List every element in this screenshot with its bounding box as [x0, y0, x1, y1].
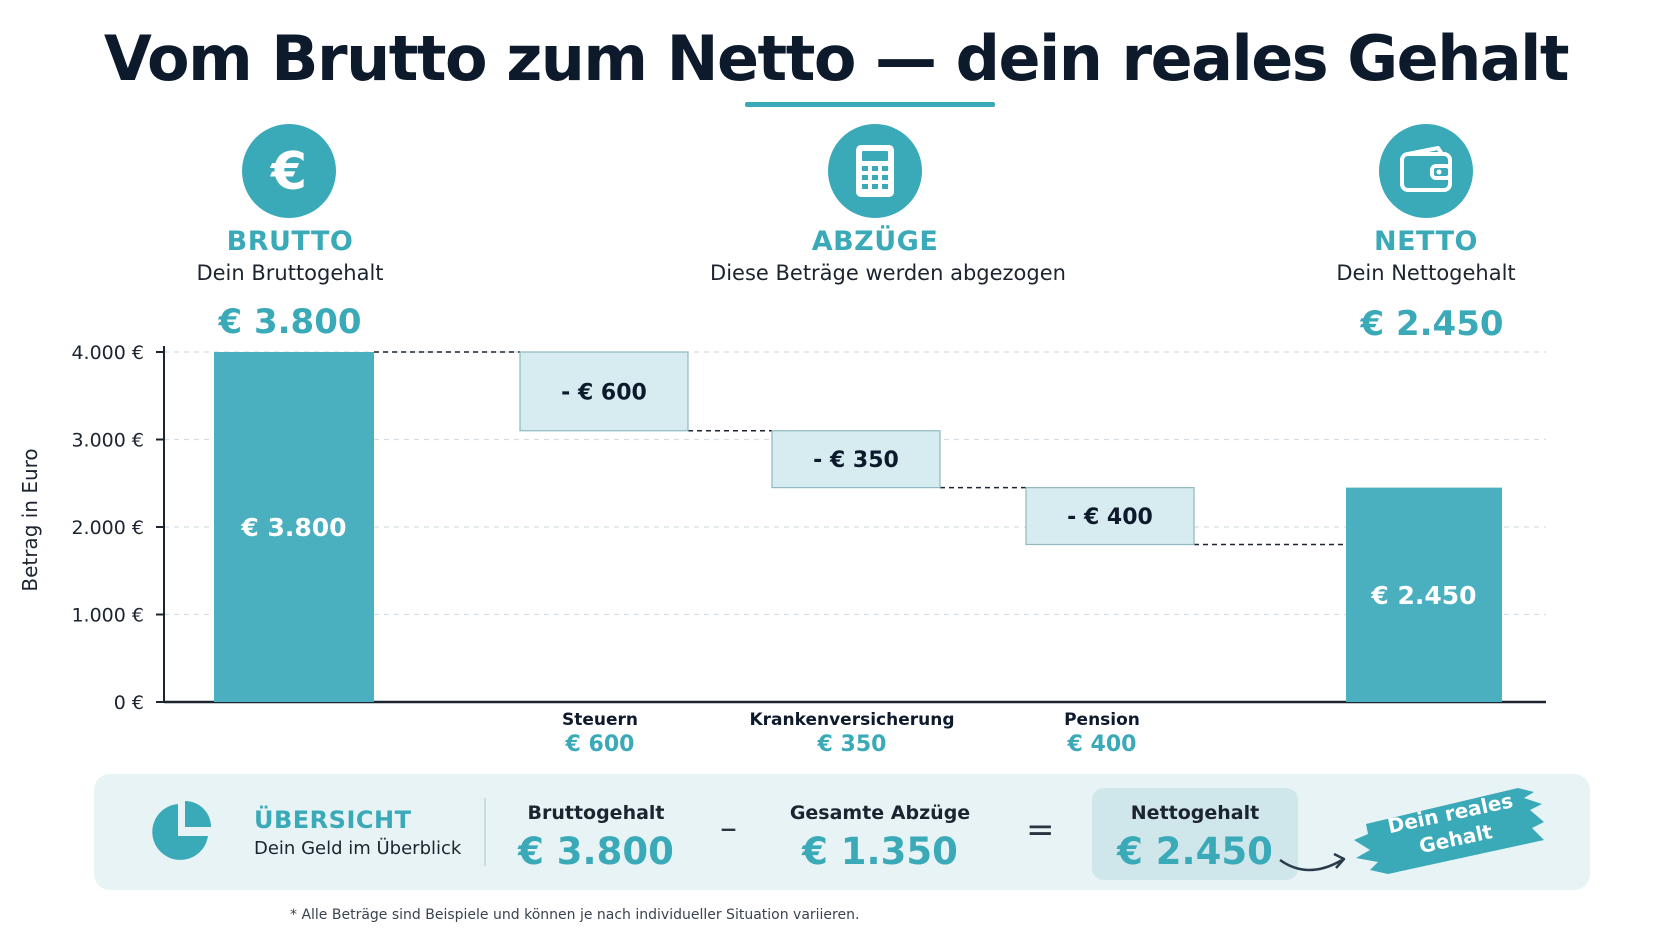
- y-tick-label: 4.000 €: [71, 342, 144, 364]
- netto-subtitle: Dein Nettogehalt: [1336, 261, 1516, 285]
- category-label-pension: Pension: [1064, 710, 1140, 730]
- net-box: [1092, 788, 1298, 880]
- title-underline: [745, 102, 995, 107]
- abzuege-subtitle: Diese Beträge werden abgezogen: [710, 261, 1066, 285]
- wallet-icon: [1379, 124, 1473, 218]
- bar-label: - € 350: [813, 448, 899, 473]
- brutto-title: BRUTTO: [226, 226, 354, 257]
- equals-operator: =: [1026, 810, 1055, 850]
- bar-label: - € 400: [1067, 505, 1153, 530]
- net-value: € 2.450: [1117, 830, 1273, 873]
- brutto-value: € 3.800: [218, 302, 362, 342]
- y-tick-label: 1.000 €: [71, 605, 144, 627]
- y-tick-label: 0 €: [114, 692, 144, 714]
- summary-subtitle: Dein Geld im Überblick: [254, 838, 462, 859]
- summary-panel: [94, 774, 1590, 890]
- bar-label: - € 600: [561, 380, 647, 405]
- abzuege-title: ABZÜGE: [811, 226, 939, 257]
- netto-title: NETTO: [1374, 226, 1478, 257]
- brutto-subtitle: Dein Bruttogehalt: [196, 261, 384, 285]
- arrow-icon: [1279, 852, 1346, 872]
- summary-title: ÜBERSICHT: [254, 806, 412, 834]
- deduction-bar: [771, 430, 941, 489]
- pie-chart-icon: [148, 800, 212, 864]
- bar-label: € 2.450: [1370, 581, 1476, 610]
- category-label-steuern: Steuern: [561, 710, 639, 730]
- gross-value: € 3.800: [518, 830, 674, 873]
- total-bar: [1346, 487, 1502, 702]
- bar-label: € 3.800: [240, 513, 346, 542]
- total-bar: [214, 352, 374, 702]
- brush-stamp: [1354, 788, 1544, 874]
- deduction-bar: [519, 351, 689, 432]
- euro-icon: €: [242, 124, 336, 218]
- deductions-value: € 1.350: [802, 830, 958, 873]
- y-tick-label: 2.000 €: [71, 517, 144, 539]
- deduction-bar: [1025, 487, 1195, 546]
- net-label: Nettogehalt: [1130, 802, 1260, 824]
- category-label-krankenversicherung: Krankenversicherung: [749, 710, 955, 730]
- gross-label: Bruttogehalt: [527, 802, 665, 824]
- minus-operator: –: [720, 808, 737, 848]
- deductions-label: Gesamte Abzüge: [789, 802, 971, 824]
- footnote: * Alle Beträge sind Beispiele und können…: [290, 907, 860, 923]
- y-axis-label: Betrag in Euro: [18, 448, 42, 592]
- calculator-icon: [828, 124, 922, 218]
- svg-text:€: €: [270, 142, 307, 201]
- page-title: Vom Brutto zum Netto — dein reales Gehal…: [103, 22, 1570, 95]
- category-value-krankenversicherung: € 350: [817, 732, 887, 757]
- summary-divider: [484, 798, 486, 866]
- category-value-steuern: € 600: [565, 732, 635, 757]
- netto-value: € 2.450: [1360, 304, 1504, 344]
- category-value-pension: € 400: [1067, 732, 1137, 757]
- y-tick-label: 3.000 €: [71, 430, 144, 452]
